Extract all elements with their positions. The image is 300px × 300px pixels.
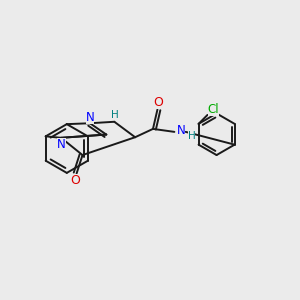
Text: N: N (57, 138, 66, 151)
Text: N: N (85, 111, 94, 124)
Text: O: O (70, 174, 80, 187)
Text: O: O (153, 96, 163, 109)
Text: H: H (188, 131, 196, 141)
Text: H: H (111, 110, 119, 120)
Text: N: N (176, 124, 185, 137)
Text: Cl: Cl (208, 103, 219, 116)
